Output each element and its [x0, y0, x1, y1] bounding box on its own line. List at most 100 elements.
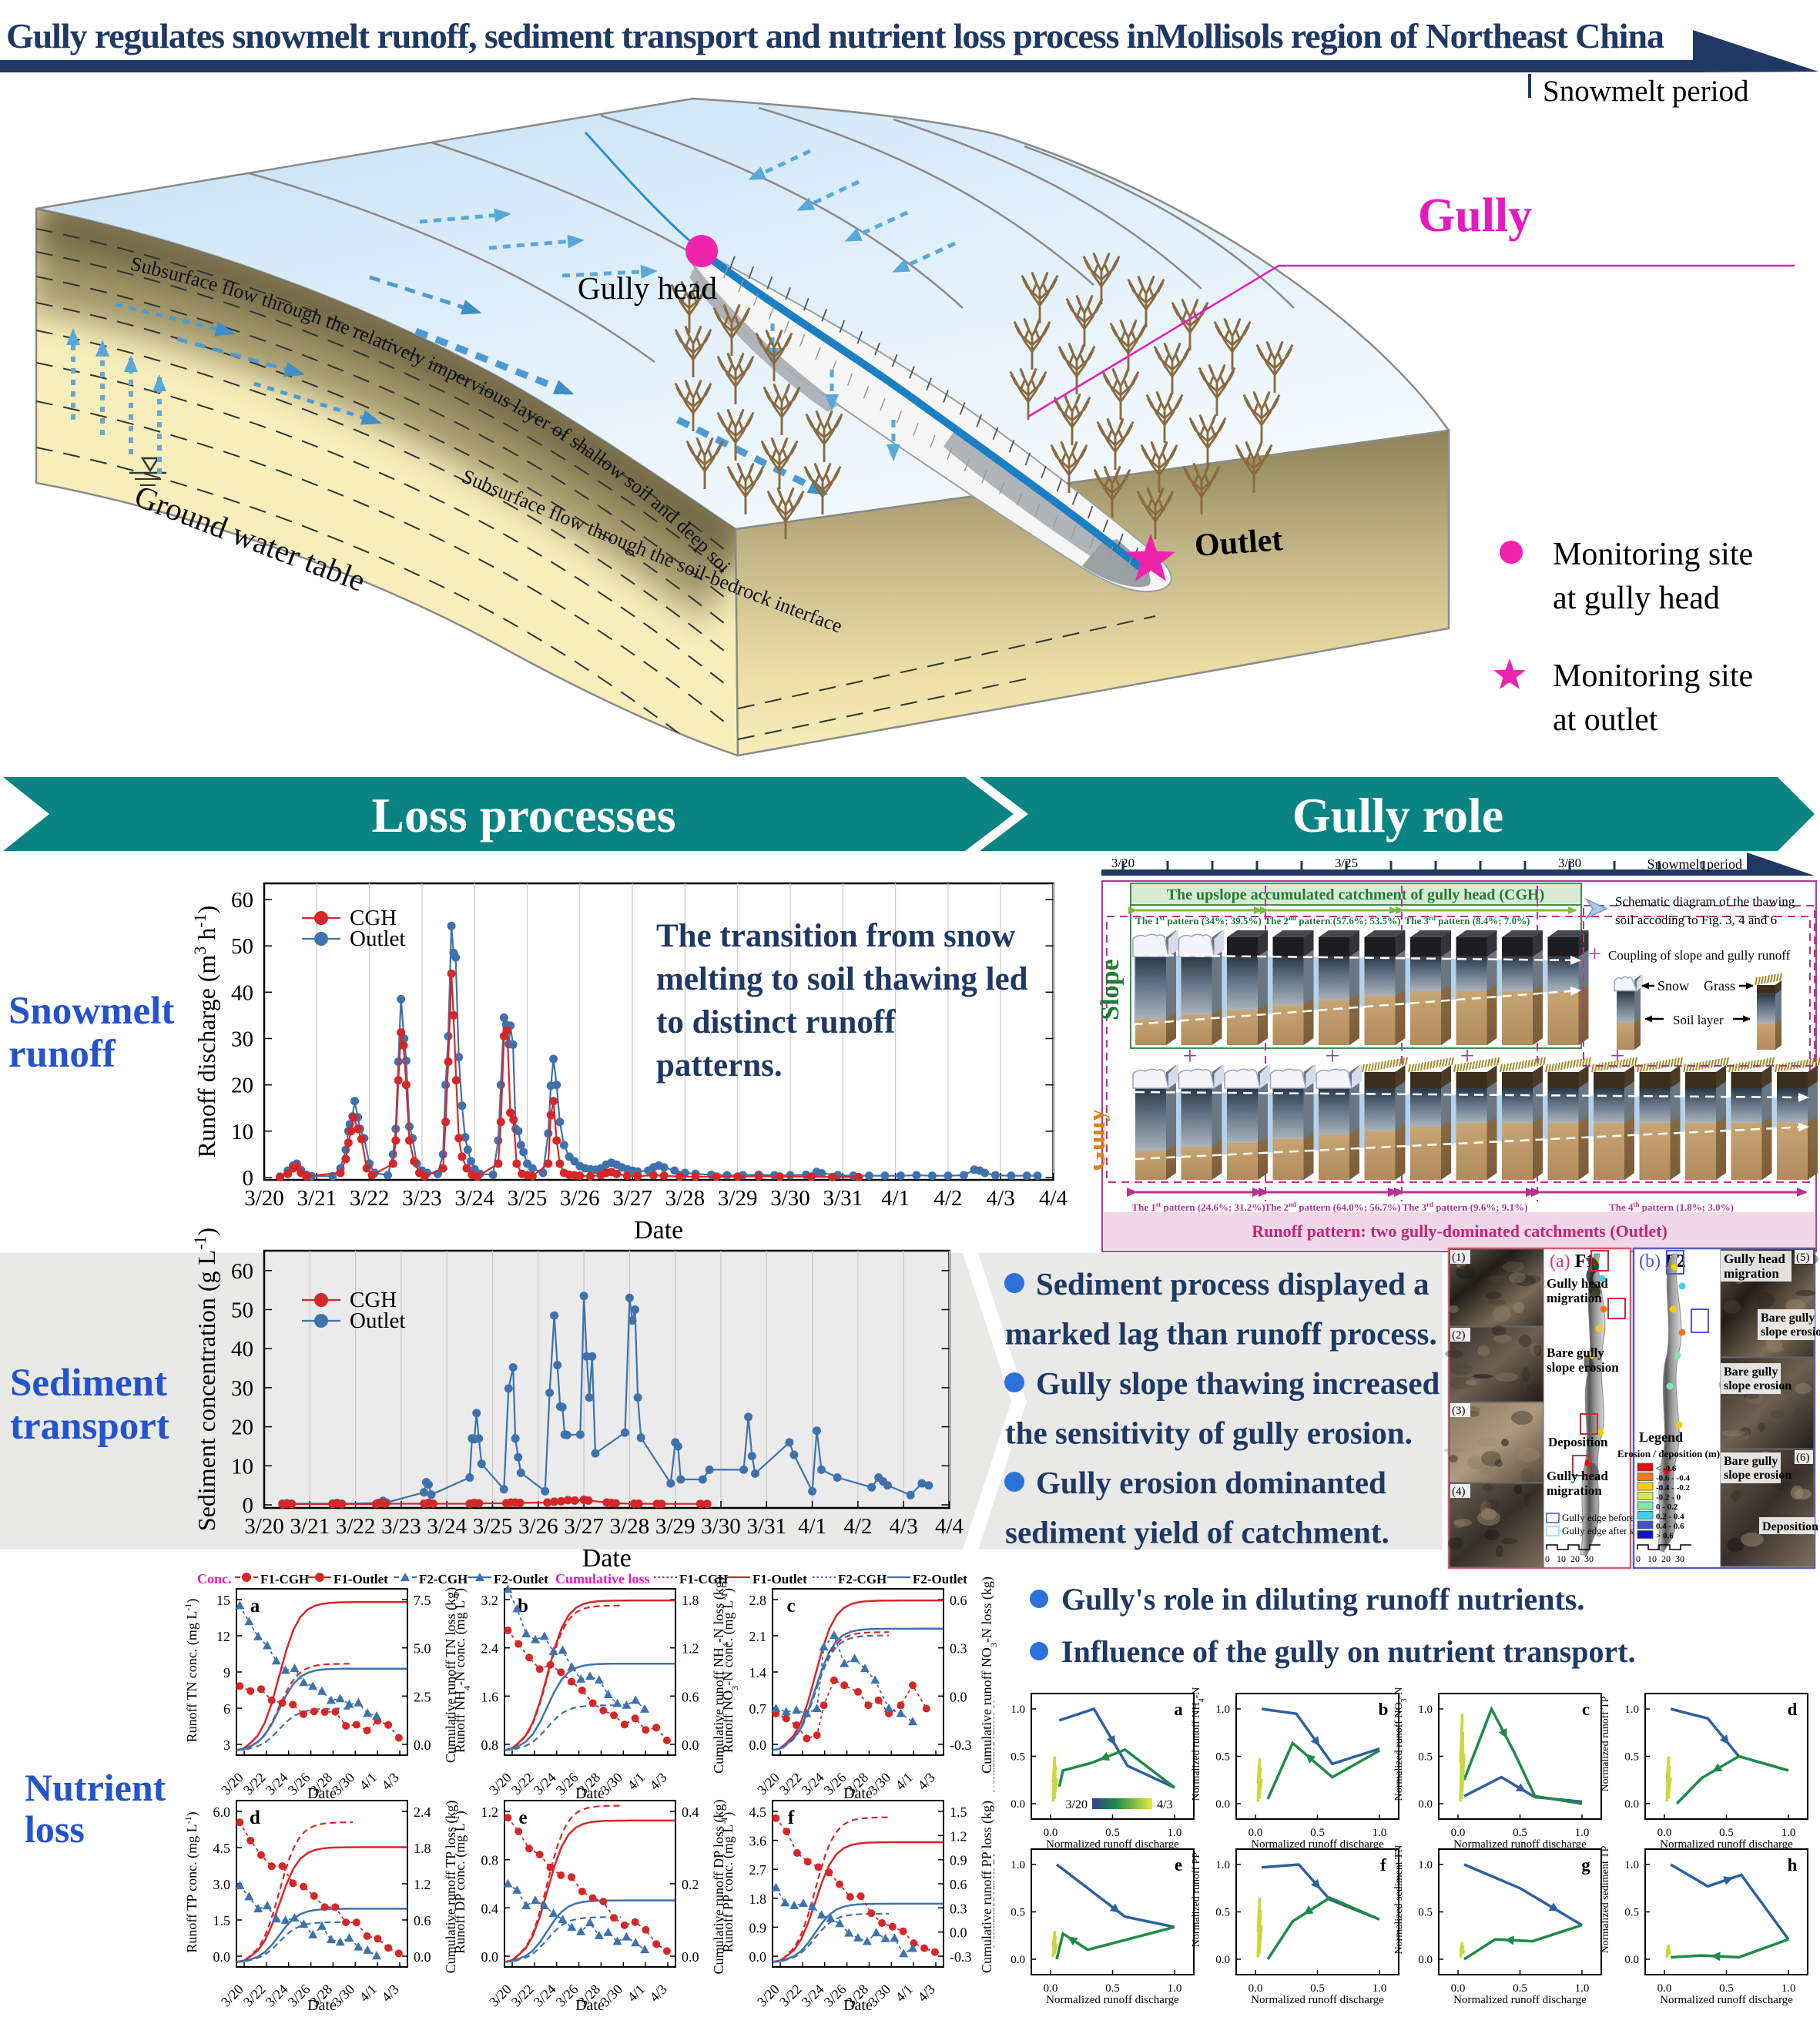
svg-text:3/30: 3/30	[701, 1514, 741, 1539]
svg-text:0.5: 0.5	[1011, 1751, 1025, 1764]
svg-text:Gully: Gully	[1418, 189, 1532, 242]
svg-text:3/24: 3/24	[799, 1982, 827, 2010]
svg-text:1.5: 1.5	[950, 1804, 967, 1820]
svg-text:Snow: Snow	[1657, 978, 1689, 993]
svg-text:0.3: 0.3	[950, 1641, 967, 1657]
svg-text:4/3: 4/3	[378, 1982, 401, 2005]
svg-text:d: d	[1788, 1700, 1798, 1719]
svg-text:3/24: 3/24	[263, 1982, 291, 2010]
svg-text:CGH: CGH	[350, 1288, 397, 1312]
svg-text:0.5: 0.5	[1215, 1751, 1230, 1764]
svg-text:4/1: 4/1	[357, 1982, 380, 2005]
svg-text:Runoff TP conc. (mg L-1): Runoff TP conc. (mg L-1)	[183, 1811, 200, 1952]
svg-text:0.4: 0.4	[481, 1901, 499, 1916]
svg-text:7.5: 7.5	[414, 1593, 431, 1608]
svg-text:Slope: Slope	[1096, 959, 1125, 1020]
svg-text:Normalized runoff discharge: Normalized runoff discharge	[1251, 1994, 1384, 2006]
svg-text:0.0: 0.0	[1418, 1798, 1433, 1811]
svg-text:migration: migration	[1547, 1291, 1602, 1305]
svg-text:sediment yield of catchment.: sediment yield of catchment.	[1005, 1515, 1389, 1550]
svg-text:-0.3: -0.3	[950, 1737, 972, 1753]
svg-text:0.5: 0.5	[1011, 1907, 1025, 1919]
svg-text:4/3: 4/3	[987, 1186, 1015, 1211]
svg-text:e: e	[518, 1808, 527, 1828]
svg-text:0.0: 0.0	[1215, 1798, 1230, 1811]
svg-text:h: h	[1788, 1855, 1798, 1875]
svg-text:Date: Date	[575, 1785, 605, 1802]
svg-text:4/3: 4/3	[378, 1770, 401, 1793]
svg-text:c: c	[1582, 1700, 1590, 1719]
svg-text:d: d	[250, 1808, 260, 1828]
svg-text:0.5: 0.5	[1513, 1982, 1527, 1995]
svg-text:Bare gully: Bare gully	[1724, 1365, 1778, 1379]
svg-text:Normalized runoff NO3-N: Normalized runoff NO3-N	[1393, 1687, 1409, 1801]
svg-text:(6): (6)	[1796, 1452, 1810, 1464]
svg-text:20: 20	[231, 1074, 253, 1098]
svg-text:4/1: 4/1	[881, 1186, 910, 1211]
svg-text:4.5: 4.5	[749, 1804, 767, 1820]
svg-text:slope erosion: slope erosion	[1724, 1379, 1792, 1392]
svg-text:3/24: 3/24	[263, 1770, 291, 1798]
svg-text:> 0.6: > 0.6	[1656, 1532, 1674, 1541]
svg-text:0.5: 0.5	[1310, 1827, 1325, 1839]
svg-text:3/22: 3/22	[350, 1186, 390, 1211]
svg-text:3/26: 3/26	[560, 1186, 600, 1211]
svg-text:F2-Outlet: F2-Outlet	[494, 1572, 548, 1586]
svg-text:9: 9	[223, 1665, 230, 1680]
svg-text:Runoff TN conc. (mg L-1): Runoff TN conc. (mg L-1)	[183, 1599, 200, 1743]
svg-text:0.6: 0.6	[950, 1593, 967, 1608]
svg-text:1.6: 1.6	[481, 1689, 499, 1704]
svg-text:0 10 20 30: 0 10 20 30	[1636, 1553, 1684, 1564]
svg-text:CGH: CGH	[350, 906, 397, 930]
svg-text:f: f	[1380, 1855, 1386, 1875]
svg-text:1.0: 1.0	[1373, 1827, 1387, 1839]
svg-text:0.2: 0.2	[682, 1877, 699, 1892]
svg-text:1.0: 1.0	[1575, 1827, 1590, 1839]
svg-text:Runoff PP conc. (mg L-1): Runoff PP conc. (mg L-1)	[719, 1812, 736, 1953]
svg-text:3/20: 3/20	[218, 1982, 246, 2010]
svg-text:1.8: 1.8	[414, 1841, 431, 1856]
svg-text:Date: Date	[575, 1997, 605, 2014]
svg-text:1.0: 1.0	[1418, 1859, 1433, 1871]
svg-text:0.5: 0.5	[1310, 1982, 1325, 1995]
svg-text:Gully role: Gully role	[1292, 788, 1503, 843]
svg-text:marked lag than runoff process: marked lag than runoff process.	[1005, 1316, 1437, 1352]
svg-text:3/22: 3/22	[336, 1514, 376, 1539]
svg-text:1.0: 1.0	[1373, 1982, 1387, 1995]
svg-text:30: 30	[231, 1376, 253, 1401]
svg-text:3/30: 3/30	[770, 1186, 810, 1211]
svg-text:0.5: 0.5	[1513, 1827, 1527, 1839]
svg-text:2.8: 2.8	[749, 1593, 767, 1608]
svg-text:10: 10	[231, 1120, 253, 1144]
svg-text:4.5: 4.5	[213, 1841, 231, 1856]
svg-text:4/1: 4/1	[625, 1770, 648, 1793]
svg-text:3/27: 3/27	[612, 1186, 652, 1211]
svg-text:Normalized runoff discharge: Normalized runoff discharge	[1046, 1838, 1179, 1851]
svg-text:3.0: 3.0	[213, 1877, 231, 1892]
svg-text:3.2: 3.2	[481, 1593, 499, 1608]
svg-text:-0.2 - 0: -0.2 - 0	[1656, 1493, 1681, 1503]
svg-text:F2-CGH: F2-CGH	[838, 1572, 887, 1586]
svg-text:Date: Date	[843, 1997, 873, 2014]
svg-text:20: 20	[231, 1416, 253, 1440]
svg-text:15: 15	[216, 1593, 230, 1608]
svg-text:F2-Outlet: F2-Outlet	[913, 1572, 967, 1586]
svg-text:Influence of the gully on nutr: Influence of the gully on nutrient trans…	[1061, 1634, 1636, 1669]
svg-text:0.0: 0.0	[1624, 1798, 1639, 1811]
svg-text:Legend: Legend	[1639, 1429, 1683, 1445]
svg-text:0.0: 0.0	[1657, 1982, 1672, 1995]
svg-text:4/4: 4/4	[1039, 1186, 1068, 1211]
svg-text:0.5: 0.5	[1418, 1907, 1433, 1919]
svg-text:1.0: 1.0	[1168, 1827, 1182, 1839]
svg-text:Monitoring site: Monitoring site	[1553, 537, 1753, 572]
svg-text:The 4th pattern (1.8%; 3.0%): The 4th pattern (1.8%; 3.0%)	[1609, 1201, 1734, 1213]
svg-text:Deposition: Deposition	[1762, 1520, 1818, 1533]
svg-text:(3): (3)	[1452, 1405, 1466, 1417]
svg-text:Gully head: Gully head	[578, 270, 717, 306]
svg-text:+: +	[1460, 1042, 1474, 1070]
svg-text:40: 40	[231, 1337, 253, 1362]
svg-text:Sediment concentration (g L-1): Sediment concentration (g L-1)	[190, 1228, 221, 1531]
svg-text:0.0: 0.0	[682, 1949, 699, 1965]
svg-text:3/30: 3/30	[1558, 856, 1581, 870]
svg-text:Cumulative runoff TN loss (kg): Cumulative runoff TN loss (kg)	[443, 1587, 459, 1763]
